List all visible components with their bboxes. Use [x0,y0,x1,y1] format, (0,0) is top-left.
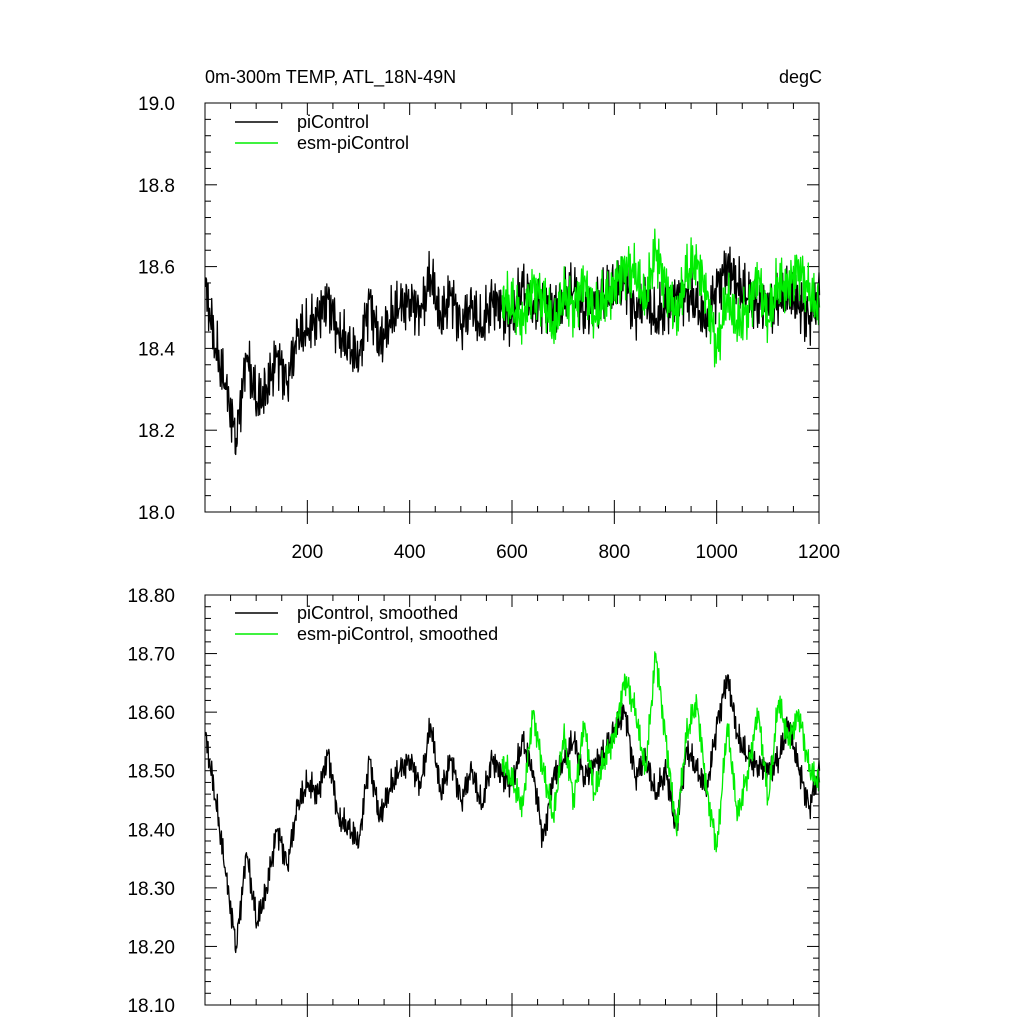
bottom-ytick-label: 18.50 [127,762,175,783]
top-legend-label-esm: esm-piControl [297,133,409,153]
bottom-panel: 18.10 18.20 18.30 18.40 18.50 18.60 18.70 18.80… [127,586,821,1017]
top-chart-units: degC [779,67,822,87]
top-panel: 0m-300m TEMP, ATL_18N-49N degC 18.0 18.2 1… [138,67,840,563]
bottom-ytick-label: 18.30 [127,879,175,900]
bottom-ytick-label: 18.60 [127,703,175,724]
top-ytick-label: 18.2 [138,421,175,442]
top-chart-title: 0m-300m TEMP, ATL_18N-49N [205,67,456,88]
bottom-legend: piControl, smoothed esm-piControl, smoot… [235,603,498,644]
bottom-ytick-label: 18.70 [127,645,175,666]
top-legend: piControl esm-piControl [235,112,409,153]
top-xtick-label: 400 [394,542,426,563]
bottom-ytick-label: 18.40 [127,820,175,841]
bottom-ytick-label: 18.10 [127,996,175,1017]
top-xtick-label: 1200 [798,542,840,563]
top-ytick-label: 18.8 [138,176,175,197]
top-ytick-label: 19.0 [138,94,175,115]
top-series-lines [204,228,821,456]
bottom-series-lines [204,651,821,954]
top-xtick-label: 1000 [696,542,738,563]
top-series-line-picontrol [204,246,821,456]
bottom-plot-frame [204,594,820,1006]
top-plot-frame [204,102,820,513]
top-ytick-label: 18.4 [138,339,175,360]
bottom-axis-ticks: 18.10 18.20 18.30 18.40 18.50 18.60 18.70 18.80 [127,586,820,1017]
top-ytick-label: 18.0 [138,503,175,524]
top-xtick-label: 600 [496,542,528,563]
bottom-ytick-label: 18.20 [127,937,175,958]
top-xtick-label: 800 [598,542,630,563]
bottom-legend-label-esm: esm-piControl, smoothed [297,624,498,644]
bottom-series-line-esm-picontrol [501,651,821,853]
top-legend-label-picontrol: piControl [297,112,369,132]
top-series-line-esm-picontrol [501,228,821,368]
top-ytick-label: 18.6 [138,258,175,279]
bottom-legend-label-picontrol: piControl, smoothed [297,603,458,623]
top-xtick-label: 200 [291,542,323,563]
bottom-ytick-label: 18.80 [127,586,175,607]
